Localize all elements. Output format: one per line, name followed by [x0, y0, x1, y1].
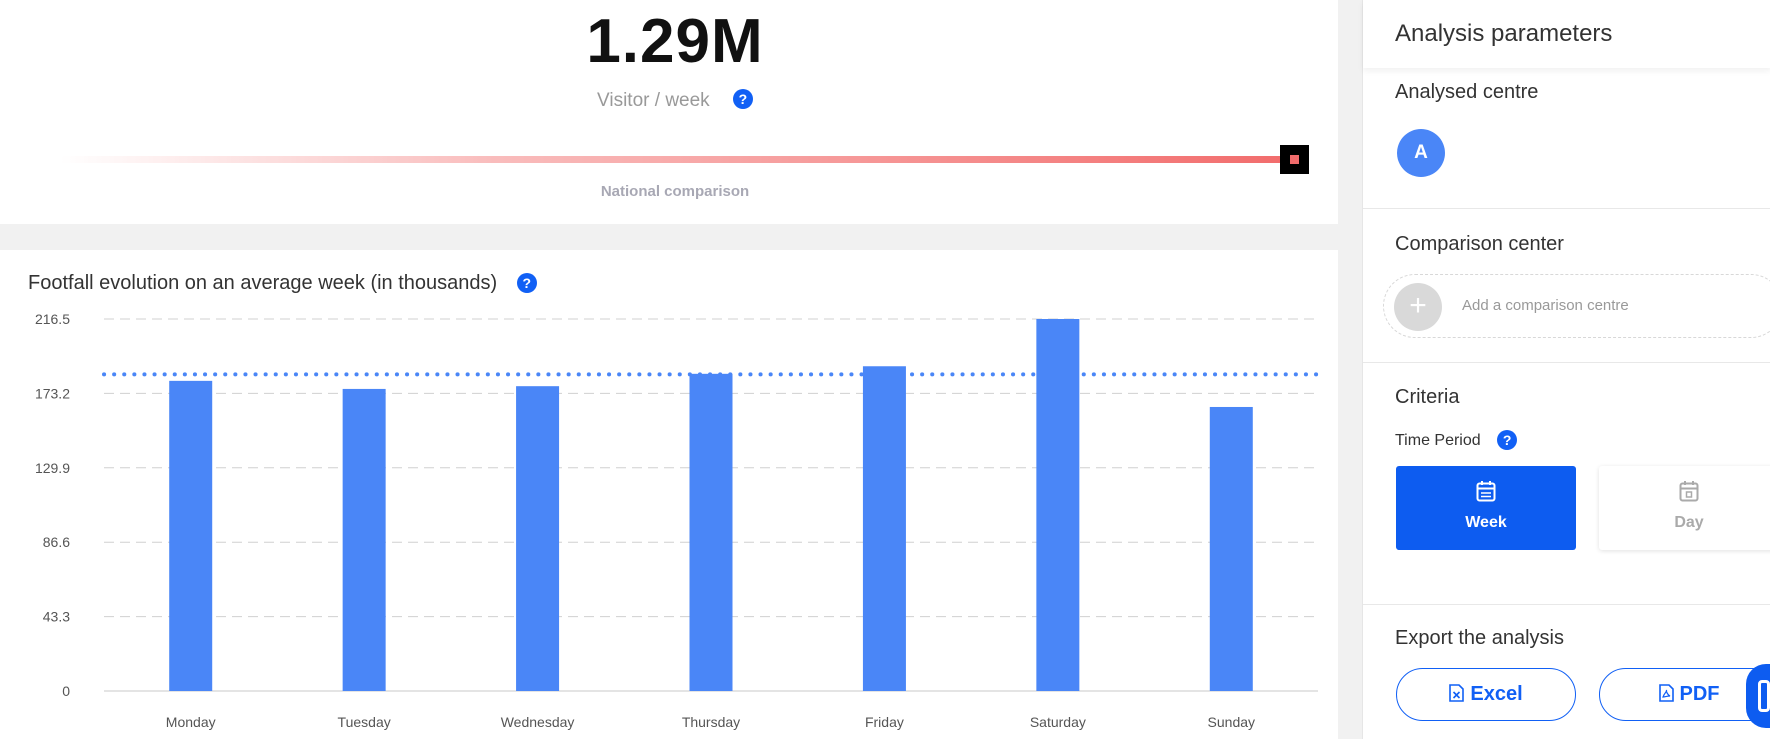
week-label: Week	[1465, 514, 1507, 531]
y-tick-label: 43.3	[43, 609, 70, 625]
help-icon[interactable]: ?	[1497, 430, 1518, 450]
y-tick-label: 173.2	[35, 385, 70, 401]
plus-icon: +	[1394, 283, 1442, 331]
x-tick-label: Thursday	[682, 714, 740, 730]
add-comparison-centre-button[interactable]: + Add a comparison centre	[1383, 274, 1770, 338]
chat-button[interactable]	[1746, 664, 1770, 728]
bar	[1036, 319, 1080, 691]
x-tick-label: Monday	[166, 714, 216, 730]
sidebar-title: Analysis parameters	[1395, 20, 1613, 47]
y-tick-label: 216.5	[35, 311, 70, 327]
x-tick-label: Friday	[865, 714, 904, 730]
gauge-marker-dot	[1290, 155, 1299, 164]
gauge-marker[interactable]	[1280, 145, 1309, 174]
export-excel-button[interactable]: Excel	[1396, 668, 1576, 721]
x-tick-label: Sunday	[1208, 714, 1255, 730]
divider	[1363, 604, 1770, 605]
add-comparison-label: Add a comparison centre	[1462, 297, 1629, 314]
analysis-parameters-sidebar: Analysis parameters Analysed centre A Co…	[1362, 0, 1770, 739]
y-tick-label: 0	[62, 683, 70, 699]
help-icon[interactable]: ?	[516, 273, 537, 293]
chat-icon	[1758, 680, 1770, 712]
kpi-value: 1.29M	[586, 7, 764, 76]
bar	[516, 386, 560, 691]
excel-file-icon	[1449, 684, 1465, 702]
week-period-button[interactable]: Week	[1396, 466, 1576, 550]
time-period-row: Time Period ?	[1395, 430, 1518, 450]
pdf-label: PDF	[1679, 683, 1720, 705]
pdf-file-icon	[1658, 684, 1674, 702]
time-period-label: Time Period	[1395, 432, 1481, 449]
national-comparison-label: National comparison	[600, 183, 750, 200]
export-label: Export the analysis	[1395, 627, 1564, 649]
criteria-label: Criteria	[1395, 386, 1460, 408]
kpi-subtitle-row: Visitor / week ?	[0, 89, 1350, 112]
bar	[862, 366, 906, 691]
bar	[169, 380, 213, 691]
calendar-day-icon	[1679, 481, 1699, 502]
day-label: Day	[1674, 514, 1704, 531]
sidebar-header: Analysis parameters	[1363, 0, 1770, 68]
divider	[1363, 208, 1770, 209]
calendar-icon	[1476, 481, 1496, 502]
bar	[689, 373, 733, 691]
analysed-centre-label: Analysed centre	[1395, 81, 1539, 103]
y-tick-label: 129.9	[35, 460, 70, 476]
x-tick-label: Wednesday	[501, 714, 575, 730]
x-tick-label: Tuesday	[338, 714, 391, 730]
chart-title: Footfall evolution on an average week (i…	[28, 272, 498, 294]
chart-title-row: Footfall evolution on an average week (i…	[28, 272, 537, 295]
comparison-center-label: Comparison center	[1395, 233, 1564, 255]
excel-label: Excel	[1470, 683, 1523, 705]
divider	[1363, 362, 1770, 363]
help-icon[interactable]: ?	[732, 89, 753, 109]
kpi-subtitle: Visitor / week	[597, 90, 710, 111]
export-pdf-button[interactable]: PDF	[1599, 668, 1770, 721]
kpi-panel: 1.29M Visitor / week ? National comparis…	[0, 0, 1338, 224]
footfall-bar-chart: 0 43.3 86.6 129.9 173.2 216.5 Monday Tuesday Wed…	[35, 311, 1320, 730]
analysed-centre-avatar[interactable]: A	[1397, 129, 1445, 177]
national-comparison-gauge	[60, 156, 1290, 163]
chart-panel: Footfall evolution on an average week (i…	[0, 250, 1338, 739]
x-tick-label: Saturday	[1030, 714, 1086, 730]
day-period-button[interactable]: Day	[1599, 466, 1770, 550]
bar	[342, 388, 386, 691]
bar	[1209, 406, 1253, 691]
y-tick-label: 86.6	[43, 534, 70, 550]
